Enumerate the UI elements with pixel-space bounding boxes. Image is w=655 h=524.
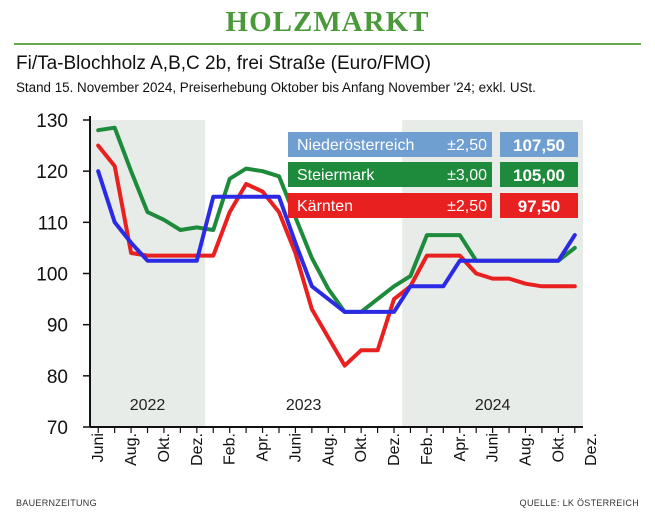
y-tick-label: 70 — [47, 418, 68, 439]
header-rule — [14, 43, 641, 45]
x-tick-label: Dez. — [189, 433, 206, 466]
year-band-2022 — [90, 120, 206, 427]
y-tick-label: 110 — [38, 213, 68, 234]
legend-box-niederösterreich — [288, 132, 492, 157]
x-tick-label: Juni — [90, 433, 107, 462]
year-label-2022: 2022 — [130, 397, 166, 414]
x-tick-label: Juni — [287, 433, 304, 462]
year-label-2023: 2023 — [286, 397, 322, 414]
legend-current-value: 105,00 — [513, 166, 565, 185]
legend-name: Kärnten — [297, 198, 353, 215]
series-line-kärnten — [96, 143, 577, 368]
y-tick-label: 90 — [47, 316, 68, 337]
year-label-2024: 2024 — [475, 397, 511, 414]
x-tick-label: Juni — [485, 433, 502, 462]
chart-subtitle: Stand 15. November 2024, Preiserhebung O… — [16, 80, 536, 95]
legend-current-value: 97,50 — [518, 197, 561, 216]
legend-box-steiermark — [288, 162, 492, 187]
y-tick-label: 130 — [36, 111, 68, 132]
legend-value-box-kärnten — [500, 193, 578, 218]
chart-title: Fi/Ta-Blochholz A,B,C 2b, frei Straße (E… — [16, 53, 431, 74]
x-tick-label: Apr. — [255, 433, 272, 461]
x-axis: Juni Aug. Okt. Dez. Feb. Apr. Juni Aug. Okt. Dez.… — [90, 427, 600, 466]
x-tick-label: Dez. — [583, 433, 600, 466]
series-line-niederösterreich — [96, 169, 577, 314]
x-tick-label: Aug. — [320, 433, 337, 466]
legend: Niederösterreich ±2,50 107,50 Steiermark ±3,… — [288, 132, 578, 218]
y-axis: 70 80 90 100 110 120 130 — [36, 111, 90, 439]
series-lines — [96, 125, 577, 368]
x-tick-label: Feb. — [419, 433, 436, 465]
x-tick-label: Apr. — [452, 433, 469, 461]
header-title: HOLZMARKT — [225, 6, 430, 38]
x-tick-label: Dez. — [386, 433, 403, 466]
legend-value-box-steiermark — [500, 162, 578, 187]
legend-current-value: 107,50 — [513, 136, 565, 155]
legend-name: Niederösterreich — [297, 137, 414, 154]
x-tick-label: Aug. — [518, 433, 535, 466]
x-tick-label: Aug. — [123, 433, 140, 466]
footer-source: QUELLE: LK ÖSTERREICH — [519, 498, 639, 508]
legend-range: ±2,50 — [447, 137, 487, 154]
x-tick-label: Okt. — [156, 433, 173, 462]
x-tick-label: Okt. — [550, 433, 567, 462]
y-tick-label: 100 — [36, 265, 68, 286]
x-tick-label: Okt. — [353, 433, 370, 462]
year-labels: 2022 2023 2024 — [130, 397, 511, 414]
legend-box-kärnten — [288, 193, 492, 218]
x-tick-label: Feb. — [222, 433, 239, 465]
y-tick-label: 80 — [47, 367, 68, 388]
legend-name: Steiermark — [297, 167, 375, 184]
legend-range: ±2,50 — [447, 198, 487, 215]
y-tick-label: 120 — [36, 162, 68, 183]
footer-publisher: BAUERNZEITUNG — [16, 498, 97, 508]
legend-range: ±3,00 — [447, 167, 487, 184]
legend-value-box-niederösterreich — [500, 132, 578, 157]
